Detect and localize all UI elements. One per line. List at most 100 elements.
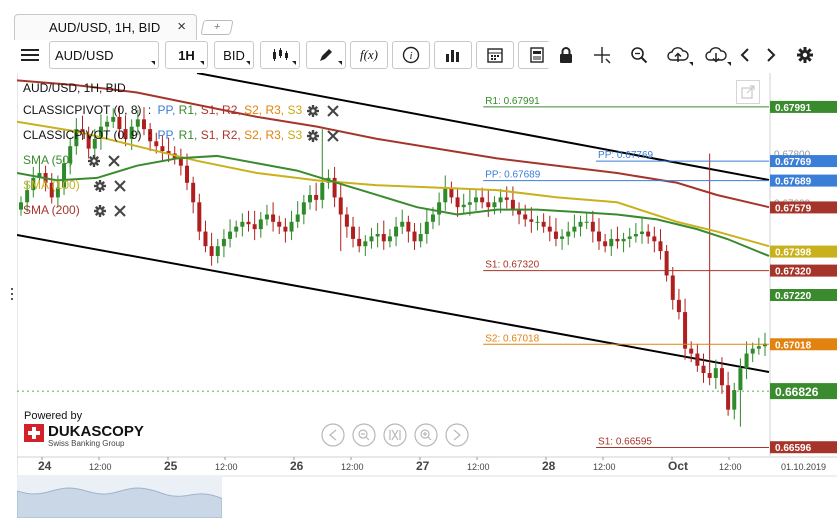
period-select[interactable]: 1H <box>165 41 208 69</box>
popout-button[interactable] <box>736 80 760 104</box>
crosshair-button[interactable] <box>588 41 616 69</box>
price-tag-label: 0.67991 <box>775 103 812 114</box>
crosshair-icon <box>594 47 611 64</box>
price-tag-label: 0.67579 <box>775 203 812 214</box>
candle-body <box>621 238 626 242</box>
candle-body <box>664 251 669 276</box>
candle-body <box>19 202 23 210</box>
candle-body <box>578 221 583 227</box>
candle-body <box>744 353 749 369</box>
candle-body <box>726 385 731 410</box>
pivot-item-r3: R3, <box>265 103 285 117</box>
candle-body <box>640 231 645 235</box>
chart-type-button[interactable] <box>260 41 300 69</box>
side-select[interactable]: BID <box>214 41 254 69</box>
menu-button[interactable] <box>14 41 46 69</box>
candle-body <box>517 209 522 215</box>
candle-body <box>646 231 651 237</box>
price-tag <box>770 100 837 113</box>
gear-icon[interactable] <box>307 130 319 142</box>
nav-prev-icon[interactable] <box>321 423 345 447</box>
upper-channel-line[interactable] <box>196 72 770 181</box>
calendar-button[interactable] <box>476 41 514 69</box>
candle-body <box>541 221 546 227</box>
pivot-item-s1: S1, <box>200 128 219 142</box>
time-axis-label: 12:00 <box>467 462 490 472</box>
price-axis-label: 0.68000 <box>774 73 811 75</box>
candle-body <box>105 121 110 127</box>
time-axis-label: 12:00 <box>89 462 112 472</box>
candle-body <box>732 390 737 410</box>
draw-tool-button[interactable] <box>306 41 346 69</box>
pivot-level-label: PP: 0.67689 <box>485 170 540 181</box>
indicators-button[interactable]: f(x) <box>350 41 388 69</box>
instrument-select[interactable]: AUD/USD <box>49 41 159 69</box>
document-icon <box>530 47 544 63</box>
brand-sub: Swiss Banking Group <box>48 439 125 448</box>
candle-body <box>203 231 208 247</box>
zoom-button[interactable] <box>624 41 654 69</box>
candle-body <box>148 129 153 142</box>
price-tag <box>770 245 837 258</box>
close-icon[interactable] <box>327 105 339 117</box>
nav-zoom-in-icon[interactable] <box>414 423 438 447</box>
candle-body <box>756 346 761 349</box>
candle-body <box>111 116 116 122</box>
settings-button[interactable] <box>792 41 818 69</box>
pivot-item-r2: R2, <box>222 128 241 142</box>
info-button[interactable]: i <box>392 41 430 69</box>
nav-zoom-out-icon[interactable] <box>352 423 376 447</box>
scroll-left-button[interactable] <box>733 41 757 69</box>
candle-body <box>652 236 657 242</box>
gear-icon[interactable] <box>94 180 106 192</box>
price-chart[interactable]: R1: 0.67991 PP: 0.67769 PP: 0.67689 S1: 0.6… <box>16 64 837 519</box>
pivot-item-pp: PP, <box>157 128 176 142</box>
close-icon[interactable] <box>327 130 339 142</box>
pivot-item-r1: R1, <box>178 128 198 142</box>
nav-reset-icon[interactable] <box>383 423 407 447</box>
pivot-item-s1: S1, <box>200 103 219 117</box>
pivot-name: CLASSICPIVOT (0, 9) <box>23 128 142 142</box>
price-tag-label: 0.67018 <box>775 340 812 351</box>
indicator-controls <box>306 129 346 148</box>
sma200-legend: SMA (200) <box>23 203 80 217</box>
candle-body <box>62 163 67 188</box>
cloud-download-icon <box>705 47 727 63</box>
chart-tab[interactable]: AUD/USD, 1H, BID × <box>14 14 197 40</box>
panel-handle[interactable] <box>0 73 17 518</box>
nav-next-icon[interactable] <box>445 423 469 447</box>
gear-icon[interactable] <box>88 155 100 167</box>
candle-body <box>670 275 675 300</box>
chart-area[interactable]: R1: 0.67991 PP: 0.67769 PP: 0.67689 S1: 0.6… <box>16 64 837 519</box>
fx-icon: f(x) <box>359 47 379 62</box>
volume-button[interactable] <box>434 41 472 69</box>
download-button[interactable] <box>698 41 734 69</box>
pivot-legend-2: CLASSICPIVOT (0, 9) : PP, R1, S1, R2, S2… <box>23 128 302 142</box>
close-tab-icon[interactable]: × <box>177 18 186 35</box>
gear-icon[interactable] <box>307 105 319 117</box>
close-icon[interactable] <box>108 155 120 167</box>
new-tab-button[interactable]: + <box>200 20 234 35</box>
upload-button[interactable] <box>660 41 696 69</box>
lower-channel-line[interactable] <box>16 234 770 373</box>
candle-body <box>713 368 718 378</box>
candle-body <box>264 214 269 220</box>
candle-body <box>320 182 325 200</box>
dropdown-arrow-icon <box>151 61 155 65</box>
candle-body <box>68 146 73 164</box>
gear-icon[interactable] <box>94 205 106 217</box>
navigator-background <box>222 477 837 518</box>
candle-body <box>240 221 245 227</box>
candle-body <box>633 234 638 237</box>
pivot-item-pp: PP, <box>157 103 176 117</box>
sma100-line <box>16 120 770 248</box>
close-icon[interactable] <box>114 205 126 217</box>
candle-body <box>185 165 190 183</box>
pivot-level-label: S2: 0.67018 <box>485 333 539 344</box>
close-icon[interactable] <box>114 180 126 192</box>
chart-legend-title: AUD/USD, 1H, BID <box>23 81 126 95</box>
left-panel-strip <box>0 73 18 518</box>
candle-body <box>603 241 608 247</box>
lock-button[interactable] <box>547 41 585 69</box>
scroll-right-button[interactable] <box>759 41 783 69</box>
